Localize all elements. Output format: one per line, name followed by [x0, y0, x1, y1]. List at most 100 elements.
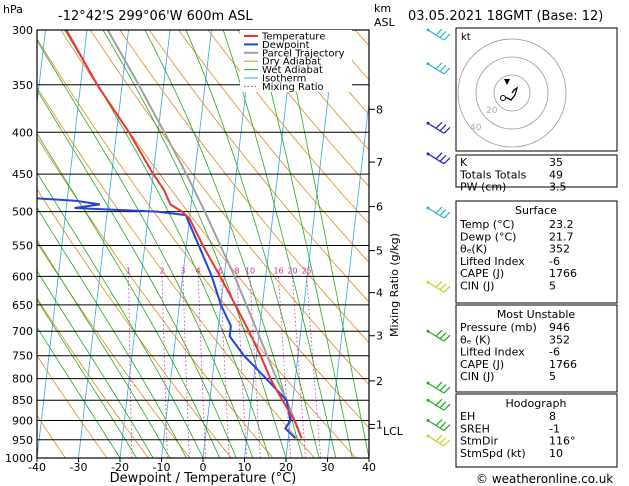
- temperature-tick-label: 40: [362, 461, 376, 474]
- legend-entry: Temperature: [261, 32, 325, 43]
- isotherm-line: [0, 30, 4, 458]
- wind-barb-station: [426, 152, 430, 156]
- dry-adiabat-line: [37, 38, 357, 458]
- mixing-ratio-label: 4: [196, 266, 201, 275]
- wind-barb-flag: [439, 437, 447, 444]
- hodograph-point: [500, 95, 506, 101]
- wind-barb-flag: [435, 62, 443, 70]
- mixing-ratio-line: [236, 276, 247, 458]
- km-tick-label: 7: [376, 156, 383, 169]
- temperature-tick-labels: -40 -30 -20 -10 0 10 20 30 40: [28, 461, 376, 474]
- wind-barb-flag: [439, 332, 447, 340]
- mixing-ratio-label: 10: [245, 266, 255, 275]
- km-tick-label: 8: [376, 103, 383, 116]
- table-row-value: 3.5: [549, 181, 567, 194]
- legend-entry: Parcel Trajectory: [262, 48, 345, 59]
- km-tick-label: 1: [376, 418, 383, 431]
- pressure-grid: [36, 29, 375, 462]
- pressure-tick-label: 750: [12, 350, 33, 363]
- dry-adiabat-line: [37, 354, 108, 458]
- table-row-label: CIN (J): [460, 280, 494, 293]
- wind-barb-flag: [435, 121, 443, 129]
- table-row-label: SREH: [460, 422, 490, 435]
- isotherm-line: [285, 30, 337, 458]
- isotherm-line: [411, 30, 461, 458]
- dry-adiabat-line: [207, 30, 369, 225]
- pressure-tick-labels: 300 350 400 450 500 550 600 650 700 750 800 850 900 9…: [5, 24, 33, 465]
- temperature-tick-label: -40: [28, 461, 46, 474]
- mixing-ratio-line: [161, 276, 168, 458]
- wind-barb-station: [426, 28, 430, 32]
- table-row-label: Pressure (mb): [460, 321, 537, 334]
- dewpoint-line: [37, 197, 297, 440]
- dry-adiabat-line: [266, 30, 369, 151]
- wind-barb-flag: [435, 381, 443, 389]
- wind-barb-station: [426, 62, 430, 66]
- hodograph-ring-40: 40: [470, 123, 482, 133]
- indices-tables: Surface Most Unstable Hodograph: [455, 154, 618, 468]
- temperature-tick-label: 20: [279, 461, 293, 474]
- table-row-value: 21.7: [549, 230, 574, 243]
- table-row-value: 352: [549, 333, 570, 346]
- table-row-label: CAPE (J): [460, 267, 504, 280]
- wind-barb-station: [426, 329, 430, 333]
- mixing-ratio-label: 25: [302, 266, 312, 275]
- legend-entry: Dewpoint: [262, 40, 310, 51]
- km-tick-label: 4: [376, 287, 383, 300]
- pressure-tick-label: 400: [12, 126, 33, 139]
- pressure-tick-label: 300: [12, 24, 33, 37]
- wind-barb-flag: [439, 421, 447, 429]
- isotherm-line: [119, 30, 171, 458]
- datetime-title: 03.05.2021 18GMT (Base: 12): [408, 9, 603, 24]
- table-row-value: 5: [549, 370, 556, 383]
- km-tick-labels: 8 7 6 5 4 3 2 1: [376, 103, 383, 431]
- mixing-ratio-label: 3: [180, 266, 185, 275]
- mixing-ratio-label: 2: [160, 266, 165, 275]
- pressure-tick-label: 650: [12, 299, 33, 312]
- table-row-label: θₑ(K): [460, 243, 487, 256]
- km-tick-label: 5: [376, 245, 383, 258]
- km-tick-label: 2: [376, 375, 383, 388]
- temperature-tick-label: -20: [111, 461, 129, 474]
- wind-barb-flag: [443, 126, 451, 134]
- km-tick-label: 3: [376, 330, 383, 343]
- table-row-value: 8: [549, 410, 556, 423]
- wind-barb-flag: [443, 334, 451, 342]
- pressure-tick-label: 800: [12, 373, 33, 386]
- wind-barb-station: [426, 434, 430, 438]
- temperature-tick-label: 30: [321, 461, 335, 474]
- mixing-ratio-label: 1: [126, 266, 131, 275]
- pressure-tick-label: 900: [12, 415, 33, 428]
- dry-adiabat-line: [119, 30, 369, 344]
- mixing-ratio-line: [182, 276, 190, 458]
- wind-barb-flag: [443, 403, 451, 411]
- table-row-label: θₑ (K): [460, 333, 491, 346]
- table-row-value: -6: [549, 255, 560, 268]
- temperature-tick-label: 0: [200, 461, 207, 474]
- wind-barb-flag: [443, 424, 451, 431]
- table-row-label: Dewp (°C): [460, 230, 516, 243]
- temperature-line: [65, 30, 303, 439]
- hodograph: kt 20 40: [455, 27, 618, 152]
- surface-title: Surface: [515, 204, 557, 217]
- hodograph-trace: [504, 86, 519, 101]
- pressure-tick-label: 350: [12, 79, 33, 92]
- table-row-value: -1: [549, 422, 560, 435]
- wind-barb-flag: [435, 419, 443, 426]
- x-axis-title: Dewpoint / Temperature (°C): [110, 471, 297, 486]
- wind-barb-flag: [443, 439, 451, 447]
- pressure-tick-label: 700: [12, 325, 33, 338]
- pressure-tick-label: 600: [12, 270, 33, 283]
- wind-barb-flag: [435, 152, 443, 160]
- pressure-tick-label: 450: [12, 168, 33, 181]
- wind-barb-flag: [439, 124, 447, 132]
- table-row-value: 1766: [549, 267, 577, 280]
- wind-barb-station: [426, 121, 430, 125]
- wind-barb-flag: [443, 285, 451, 293]
- isotherm-line: [161, 30, 212, 458]
- pressure-tick-label: 950: [12, 434, 33, 447]
- wet-adiabat-line: [64, 30, 270, 458]
- pressure-tick-label: 1000: [5, 452, 33, 465]
- mixing-ratio-line: [128, 276, 133, 458]
